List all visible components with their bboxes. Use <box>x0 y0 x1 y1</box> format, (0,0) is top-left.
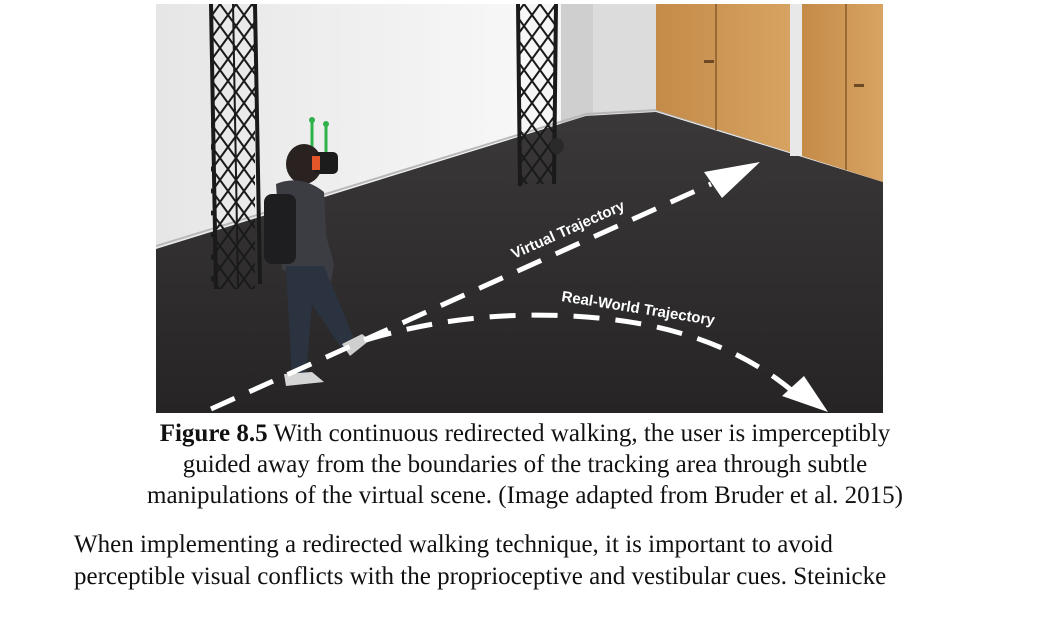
virtual-trajectory-arrow <box>209 162 760 412</box>
body-line-2: perceptible visual conflicts with the pr… <box>74 563 887 590</box>
double-doors <box>656 4 883 182</box>
body-line-1: When implementing a redirected walking t… <box>74 531 833 558</box>
figure-photo: Virtual Trajectory Real-World Trajectory <box>156 4 883 413</box>
caption-line-1: Figure 8.5 With continuous redirected wa… <box>60 418 990 449</box>
redirected-walking-photo: Virtual Trajectory Real-World Trajectory <box>156 4 883 413</box>
user-walking <box>264 117 370 386</box>
figure-number: Figure 8.5 <box>159 420 268 447</box>
truss-tower-left <box>209 4 262 290</box>
figure-caption: Figure 8.5 With continuous redirected wa… <box>60 418 990 511</box>
truss-tower-right <box>516 4 564 187</box>
real-trajectory-arrow <box>365 312 828 412</box>
caption-line-2: guided away from the boundaries of the t… <box>182 451 868 478</box>
wall-corner <box>586 4 656 116</box>
body-paragraph: When implementing a redirected walking t… <box>74 529 1034 593</box>
caption-text-1: With continuous redirected walking, the … <box>267 420 891 447</box>
caption-line-3: manipulations of the virtual scene. (Ima… <box>147 482 903 509</box>
